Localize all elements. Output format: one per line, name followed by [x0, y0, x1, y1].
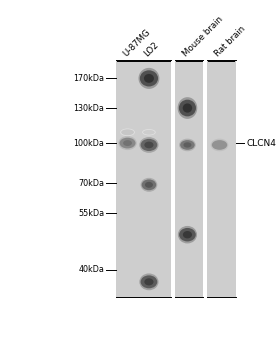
Ellipse shape	[144, 74, 154, 83]
Ellipse shape	[120, 138, 136, 148]
Ellipse shape	[179, 139, 196, 151]
Ellipse shape	[140, 275, 157, 288]
Ellipse shape	[118, 136, 137, 150]
Ellipse shape	[179, 100, 196, 117]
Ellipse shape	[177, 97, 197, 119]
Ellipse shape	[211, 139, 228, 151]
Ellipse shape	[120, 128, 135, 136]
Text: LO2: LO2	[143, 40, 161, 58]
Ellipse shape	[143, 130, 155, 135]
Text: CLCN4: CLCN4	[246, 139, 276, 148]
Ellipse shape	[142, 129, 156, 135]
Ellipse shape	[140, 178, 157, 192]
Ellipse shape	[180, 140, 195, 150]
Ellipse shape	[139, 273, 158, 290]
Text: U-87MG: U-87MG	[121, 27, 152, 58]
Ellipse shape	[183, 231, 192, 238]
Ellipse shape	[142, 180, 156, 190]
Ellipse shape	[144, 142, 153, 148]
Ellipse shape	[212, 140, 227, 150]
Ellipse shape	[139, 68, 160, 89]
Ellipse shape	[145, 182, 153, 188]
Ellipse shape	[144, 278, 153, 285]
Bar	[116, 60, 171, 297]
Ellipse shape	[183, 104, 192, 113]
Ellipse shape	[178, 226, 197, 244]
Ellipse shape	[140, 139, 157, 151]
Ellipse shape	[123, 140, 132, 146]
Ellipse shape	[184, 142, 192, 148]
Text: Rat brain: Rat brain	[213, 24, 247, 58]
Ellipse shape	[179, 228, 196, 241]
Ellipse shape	[139, 137, 158, 153]
Text: 70kDa: 70kDa	[78, 179, 104, 188]
Ellipse shape	[140, 70, 158, 86]
Text: 55kDa: 55kDa	[78, 209, 104, 218]
Text: 40kDa: 40kDa	[78, 265, 104, 274]
Text: 130kDa: 130kDa	[73, 104, 104, 113]
Ellipse shape	[121, 129, 134, 135]
Text: 170kDa: 170kDa	[73, 74, 104, 83]
Text: Mouse brain: Mouse brain	[181, 14, 225, 58]
Text: 100kDa: 100kDa	[73, 139, 104, 148]
Bar	[207, 60, 236, 297]
Bar	[175, 60, 203, 297]
